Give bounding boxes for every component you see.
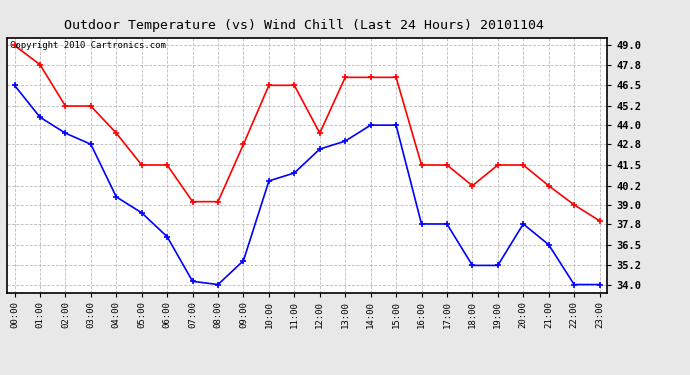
Text: Copyright 2010 Cartronics.com: Copyright 2010 Cartronics.com — [10, 41, 166, 50]
Text: Outdoor Temperature (vs) Wind Chill (Last 24 Hours) 20101104: Outdoor Temperature (vs) Wind Chill (Las… — [63, 19, 544, 32]
